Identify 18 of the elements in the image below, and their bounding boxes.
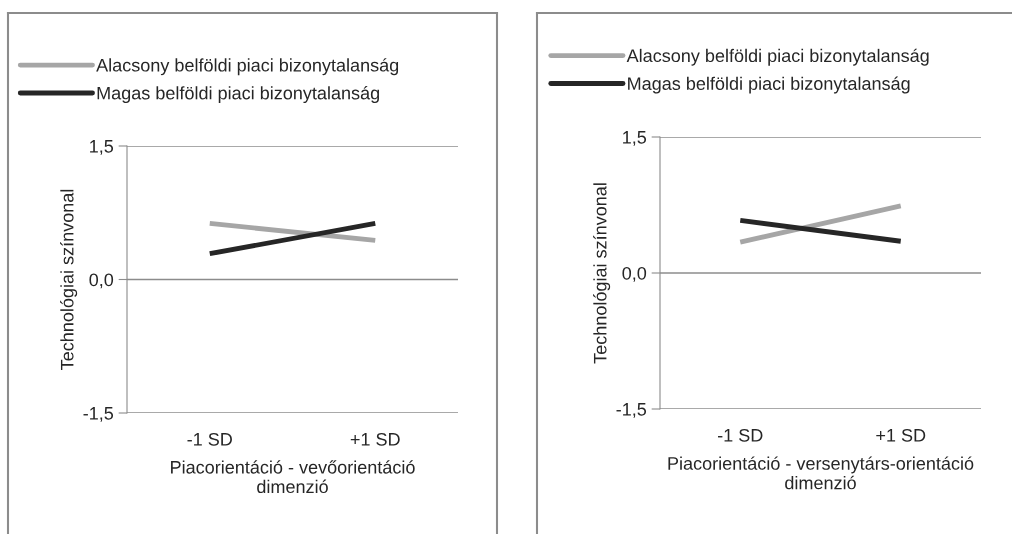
y-tick-label: 0,0 [622, 266, 647, 282]
x-tick-label: +1 SD [876, 428, 926, 442]
x-tick-label: +1 SD [350, 432, 400, 446]
y-tick-label: 1,5 [90, 140, 114, 155]
x-tick-label: -1 SD [187, 432, 232, 446]
x-axis-title: Piacorientáció - versenytárs-orientáció dimenzió [668, 456, 974, 490]
y-axis-title: Technológiai színvonal [60, 189, 78, 370]
y-tick-label: -1,5 [83, 407, 114, 422]
y-tick-label: 1,5 [623, 131, 647, 146]
y-tick-label: 0,0 [89, 273, 114, 289]
x-axis-title: Piacorientáció - vevőorientáció dimenzió [171, 460, 415, 494]
y-tick-label: -1,5 [616, 403, 647, 418]
x-tick-label: -1 SD [717, 428, 763, 442]
legend-label: Alacsony belföldi piaci bizonytalanság [626, 48, 929, 66]
legend-label: Magas belföldi piaci bizonytalanság [97, 86, 379, 104]
legend-label: Magas belföldi piaci bizonytalanság [628, 76, 910, 94]
legend-label: Alacsony belföldi piaci bizonytalanság [96, 58, 399, 76]
y-axis-title: Technológiai színvonal [593, 183, 611, 364]
